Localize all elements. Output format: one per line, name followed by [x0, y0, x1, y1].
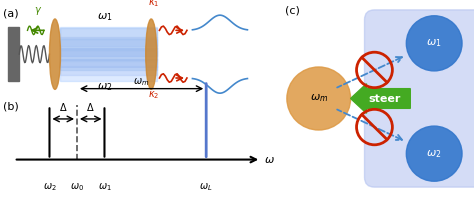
FancyBboxPatch shape: [61, 37, 157, 46]
Text: (a): (a): [3, 9, 18, 19]
Text: $\omega_1$: $\omega_1$: [97, 11, 112, 23]
Bar: [61, 39, 157, 49]
Circle shape: [406, 16, 462, 71]
Bar: [61, 50, 157, 60]
Text: $\kappa_2$: $\kappa_2$: [148, 89, 160, 101]
FancyBboxPatch shape: [365, 10, 474, 187]
Circle shape: [406, 126, 462, 181]
Bar: [8, 27, 19, 81]
Text: (c): (c): [285, 6, 300, 16]
Text: $\omega_0$: $\omega_0$: [70, 181, 84, 193]
Text: $\omega_1$: $\omega_1$: [427, 37, 442, 49]
Text: $\omega_2$: $\omega_2$: [427, 148, 442, 160]
Text: $\omega_m$: $\omega_m$: [310, 93, 328, 104]
Bar: [61, 61, 157, 71]
Text: $\kappa_1$: $\kappa_1$: [148, 0, 160, 9]
FancyArrow shape: [351, 84, 410, 113]
FancyBboxPatch shape: [61, 66, 157, 75]
Text: $\Delta$: $\Delta$: [59, 101, 67, 113]
Text: $\omega_L$: $\omega_L$: [200, 181, 213, 193]
Bar: [61, 28, 157, 38]
Text: $\Delta$: $\Delta$: [86, 101, 95, 113]
Text: $\omega_1$: $\omega_1$: [98, 181, 111, 193]
FancyBboxPatch shape: [61, 59, 157, 67]
FancyBboxPatch shape: [61, 48, 157, 56]
Text: $\omega_2$: $\omega_2$: [97, 81, 112, 93]
Text: $\gamma$: $\gamma$: [35, 5, 43, 17]
FancyBboxPatch shape: [61, 27, 157, 81]
Text: $\omega$: $\omega$: [264, 155, 275, 164]
Text: steer: steer: [368, 94, 401, 103]
Ellipse shape: [146, 19, 157, 89]
Text: (b): (b): [3, 101, 18, 112]
Ellipse shape: [49, 19, 61, 89]
Text: $\omega_m$: $\omega_m$: [134, 76, 150, 87]
Text: $\omega_2$: $\omega_2$: [43, 181, 56, 193]
Circle shape: [287, 67, 351, 130]
